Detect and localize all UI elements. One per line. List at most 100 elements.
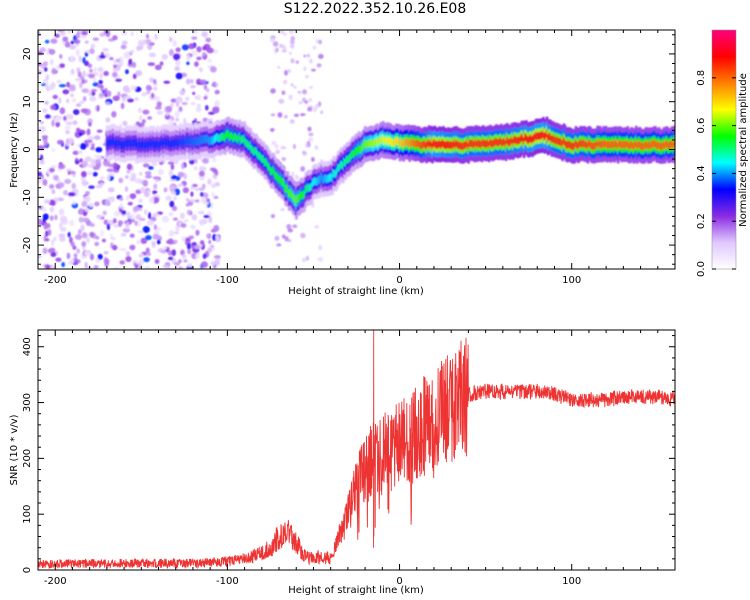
heatmap-noise-cell bbox=[43, 198, 51, 204]
heatmap-noise-cell bbox=[169, 200, 175, 208]
heatmap-noise-cell bbox=[179, 212, 185, 220]
heatmap-noise-cell bbox=[134, 97, 139, 101]
heatmap-noise-cell bbox=[95, 147, 103, 153]
heatmap-noise-cell bbox=[86, 139, 93, 143]
heatmap-noise-cell bbox=[290, 83, 294, 87]
heatmap-noise-cell bbox=[198, 67, 203, 73]
heatmap-noise-cell bbox=[129, 233, 135, 238]
colorbar-ticks: 0.0 0.2 0.4 0.6 0.8 bbox=[696, 70, 736, 277]
heatmap-noise-cell bbox=[145, 85, 153, 92]
heatmap-noise-cell bbox=[318, 39, 322, 45]
heatmap-noise-cell bbox=[68, 192, 76, 197]
heatmap-noise-cell bbox=[132, 61, 137, 68]
heatmap-noise-cell bbox=[127, 201, 133, 206]
heatmap-noise-cell bbox=[278, 98, 285, 104]
heatmap-noise-cell bbox=[38, 62, 43, 66]
heatmap-noise-cell bbox=[166, 240, 171, 244]
heatmap-noise-cell bbox=[191, 36, 198, 40]
heatmap-noise-cell bbox=[38, 218, 43, 226]
heatmap-noise-cell bbox=[119, 247, 127, 252]
heatmap-noise-cell bbox=[177, 259, 182, 264]
heatmap-x-ticks: -200 -100 0 100 bbox=[44, 30, 676, 286]
heatmap-noise-cell bbox=[62, 89, 70, 95]
heatmap-noise-cell bbox=[174, 66, 181, 72]
heatmap-noise-cell bbox=[53, 236, 57, 242]
heatmap-noise-cell bbox=[147, 116, 153, 120]
heatmap-noise-cell bbox=[272, 41, 279, 47]
heatmap-noise-cell bbox=[115, 78, 122, 82]
heatmap-noise-cell bbox=[287, 239, 292, 243]
heatmap-noise-cell bbox=[290, 36, 295, 42]
heatmap-noise-cell bbox=[206, 47, 214, 54]
heatmap-ridge-cell bbox=[673, 139, 675, 147]
heatmap-noise-cell bbox=[69, 220, 75, 227]
heatmap-noise-cell bbox=[41, 83, 46, 87]
heatmap-noise-cell bbox=[154, 33, 158, 41]
snr-panel: -200 -100 0 100 0 100 200 300 400 Height of str… bbox=[9, 329, 676, 596]
heatmap-noise-cell bbox=[198, 210, 205, 215]
heatmap-noise-cell bbox=[80, 224, 85, 232]
heatmap-noise-cell bbox=[50, 58, 54, 66]
heatmap-noise-cell bbox=[199, 240, 205, 245]
heatmap-noise-cell bbox=[137, 230, 145, 234]
heatmap-noise-cell bbox=[317, 257, 324, 262]
heatmap-noise-cell bbox=[107, 163, 115, 168]
heatmap-noise-cell bbox=[215, 82, 219, 87]
heatmap-noise-cell bbox=[284, 115, 288, 119]
heatmap-noise-cell bbox=[153, 79, 157, 85]
heatmap-noise-cell bbox=[139, 115, 143, 121]
heatmap-noise-cell bbox=[305, 142, 309, 148]
heatmap-noise-cell bbox=[50, 252, 57, 258]
heatmap-noise-cell bbox=[172, 217, 179, 221]
heatmap-noise-cell bbox=[141, 119, 146, 124]
heatmap-noise-cell bbox=[212, 81, 217, 88]
heatmap-noise-cell bbox=[277, 112, 283, 118]
heatmap-noise-cell bbox=[112, 162, 118, 170]
colorbar-tick-label: 0.6 bbox=[696, 118, 707, 134]
heatmap-noise-cell bbox=[81, 171, 87, 178]
heatmap-noise-cell bbox=[154, 64, 162, 71]
heatmap-noise-cell bbox=[281, 90, 286, 96]
heatmap-noise-cell bbox=[130, 218, 136, 223]
heatmap-noise-cell bbox=[320, 110, 324, 114]
heatmap-noise-cell bbox=[190, 224, 196, 230]
heatmap-noise-cell bbox=[154, 105, 162, 110]
heatmap-noise-cell bbox=[56, 79, 62, 84]
heatmap-noise-cell bbox=[73, 257, 78, 264]
heatmap-noise-cell bbox=[281, 49, 288, 53]
heatmap-noise-cell bbox=[147, 62, 156, 67]
heatmap-noise-cell bbox=[307, 126, 312, 132]
heatmap-noise-cell bbox=[77, 71, 82, 78]
heatmap-noise-cell bbox=[193, 244, 201, 250]
heatmap-noise-cell bbox=[310, 157, 315, 162]
heatmap-noise-cell bbox=[137, 107, 142, 114]
heatmap-noise-cell bbox=[87, 135, 95, 141]
heatmap-noise-cell bbox=[139, 171, 143, 176]
heatmap-noise-cell bbox=[82, 70, 86, 77]
heatmap-noise-cell bbox=[192, 183, 198, 188]
heatmap-noise-cell bbox=[152, 212, 160, 217]
heatmap-noise-cell bbox=[130, 172, 137, 179]
heatmap-noise-cell bbox=[188, 43, 195, 50]
heatmap-noise-cell bbox=[290, 171, 295, 178]
heatmap-noise-cell bbox=[58, 233, 66, 238]
heatmap-noise-cell bbox=[71, 182, 77, 190]
heatmap-noise-cell bbox=[177, 171, 185, 178]
heatmap-noise-cell bbox=[194, 187, 199, 192]
heatmap-noise-cell bbox=[91, 143, 95, 148]
heatmap-noise-cell bbox=[186, 243, 191, 250]
heatmap-noise-cell bbox=[276, 243, 282, 247]
heatmap-noise-cell bbox=[288, 51, 292, 55]
heatmap-noise-cell bbox=[94, 154, 101, 159]
heatmap-noise-cell bbox=[283, 69, 289, 76]
heatmap-noise-cell bbox=[96, 104, 100, 112]
heatmap-noise-cell bbox=[81, 88, 89, 94]
heatmap-noise-cell bbox=[199, 218, 205, 226]
heatmap-noise-cell bbox=[93, 77, 97, 84]
heatmap-noise-cell bbox=[196, 46, 202, 53]
heatmap-noise-cell bbox=[292, 85, 297, 89]
heatmap-noise-cell bbox=[77, 150, 83, 155]
heatmap-noise-cell bbox=[200, 192, 204, 197]
snr-x-tick-label: 0 bbox=[396, 576, 402, 587]
heatmap-noise-cell bbox=[287, 228, 294, 233]
